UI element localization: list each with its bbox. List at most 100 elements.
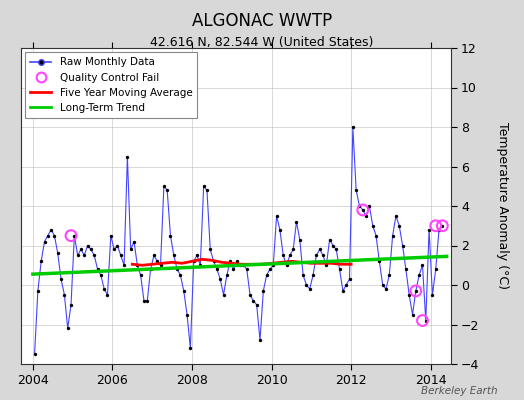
Point (246, 292, 254, 298)
Point (266, 266, 274, 272)
Point (57, 276, 66, 282)
Point (385, 272, 394, 278)
Point (103, 292, 112, 298)
Point (279, 252, 288, 258)
Point (223, 272, 231, 278)
Point (438, 222, 446, 229)
Point (166, 232, 174, 239)
Point (106, 232, 115, 239)
Point (93, 266, 102, 272)
Point (133, 262, 141, 268)
Point (432, 222, 440, 229)
Point (259, 288, 268, 294)
Point (126, 246, 135, 253)
Point (176, 272, 184, 278)
Point (299, 272, 307, 278)
Point (388, 232, 397, 239)
Point (226, 258, 234, 264)
Point (170, 252, 178, 258)
Point (37, 258, 46, 264)
Point (253, 302, 261, 308)
Point (80, 252, 89, 258)
Point (196, 262, 204, 268)
Point (47, 226, 56, 233)
Point (243, 266, 251, 272)
Point (110, 246, 118, 253)
Point (325, 236, 334, 243)
Point (358, 207, 367, 213)
Point (315, 246, 324, 253)
Point (372, 232, 380, 239)
Point (73, 252, 82, 258)
Point (53, 250, 62, 257)
Point (375, 258, 384, 264)
Point (213, 266, 221, 272)
Point (130, 238, 138, 245)
Point (230, 266, 238, 272)
Point (378, 282, 387, 288)
Point (239, 262, 248, 268)
Point (216, 276, 224, 282)
Point (319, 252, 327, 258)
Point (70, 232, 79, 239)
Point (342, 282, 351, 288)
Y-axis label: Temperature Anomaly (°C): Temperature Anomaly (°C) (496, 122, 509, 290)
Point (160, 183, 168, 190)
Point (418, 262, 427, 268)
Point (40, 238, 49, 245)
Point (220, 292, 228, 298)
Point (116, 252, 125, 258)
Point (43, 232, 52, 239)
Point (302, 282, 311, 288)
Point (113, 242, 122, 249)
Point (67, 302, 75, 308)
Point (34, 288, 42, 294)
Point (123, 154, 132, 160)
Point (210, 258, 218, 264)
Point (322, 262, 331, 268)
Point (269, 262, 278, 268)
Point (432, 266, 440, 272)
Point (438, 222, 446, 229)
Point (100, 286, 108, 292)
Point (332, 246, 341, 253)
Point (272, 213, 281, 219)
Point (435, 226, 443, 233)
Point (425, 226, 433, 233)
Point (382, 286, 390, 292)
Point (190, 258, 198, 264)
Point (422, 317, 430, 324)
Point (415, 272, 423, 278)
Point (395, 222, 403, 229)
Point (405, 292, 413, 298)
Point (428, 292, 436, 298)
Point (143, 298, 151, 304)
Point (206, 246, 214, 253)
Point (173, 266, 181, 272)
Point (362, 213, 370, 219)
Legend: Raw Monthly Data, Quality Control Fail, Five Year Moving Average, Long-Term Tren: Raw Monthly Data, Quality Control Fail, … (25, 52, 198, 118)
Point (282, 262, 291, 268)
Point (309, 272, 317, 278)
Point (180, 288, 188, 294)
Point (30, 351, 39, 357)
Point (339, 288, 347, 294)
Point (249, 298, 258, 304)
Point (63, 325, 72, 332)
Point (335, 266, 344, 272)
Point (312, 252, 321, 258)
Point (146, 266, 155, 272)
Point (233, 258, 241, 264)
Point (50, 232, 59, 239)
Text: Berkeley Earth: Berkeley Earth (421, 386, 498, 396)
Point (120, 262, 128, 268)
Point (193, 252, 201, 258)
Point (355, 203, 364, 209)
Text: ALGONAC WWTP: ALGONAC WWTP (192, 12, 332, 30)
Point (286, 252, 294, 258)
Point (358, 207, 367, 213)
Point (200, 183, 208, 190)
Point (292, 218, 301, 225)
Point (153, 258, 161, 264)
Point (348, 124, 357, 130)
